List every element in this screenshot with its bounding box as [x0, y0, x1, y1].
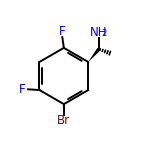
Text: 2: 2 [101, 29, 106, 38]
Polygon shape [88, 48, 100, 62]
Text: NH: NH [90, 26, 107, 39]
Text: Br: Br [57, 114, 70, 127]
Text: F: F [19, 83, 26, 96]
Text: F: F [59, 25, 66, 38]
